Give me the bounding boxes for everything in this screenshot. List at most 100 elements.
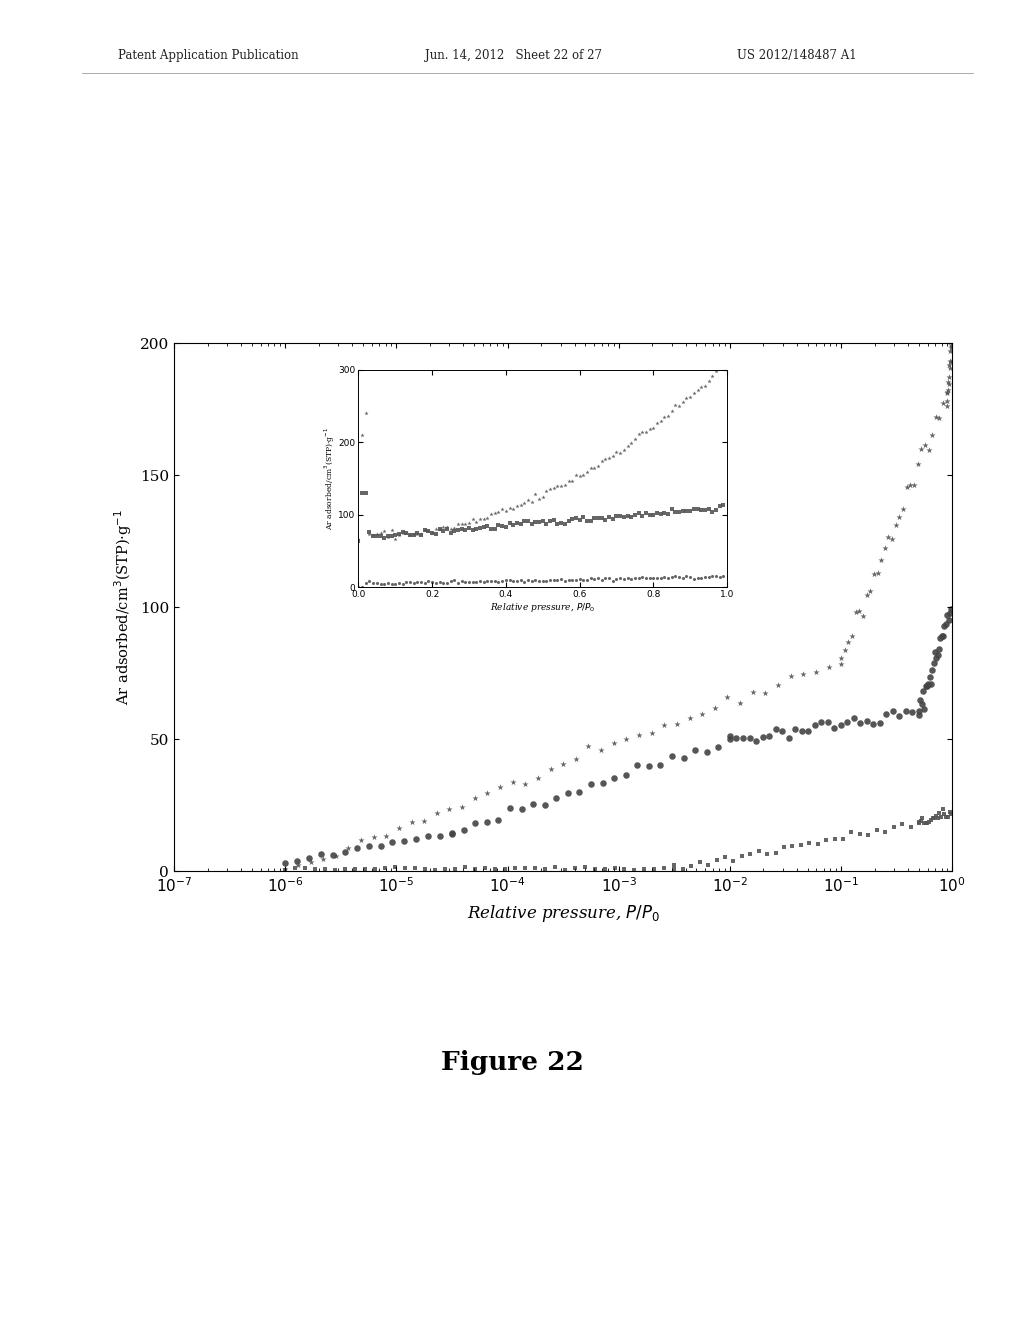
Point — [715, 565, 731, 586]
Point — [376, 574, 392, 595]
Point — [943, 599, 959, 620]
Point — [891, 507, 907, 528]
Point — [442, 570, 459, 591]
Point — [671, 396, 687, 417]
Point — [456, 820, 472, 841]
Point — [403, 812, 420, 833]
Point — [575, 465, 592, 486]
Point — [461, 517, 477, 539]
Point — [483, 519, 500, 540]
Point — [502, 570, 518, 591]
Point — [744, 681, 761, 702]
Point — [641, 504, 657, 525]
Point — [826, 717, 843, 738]
Point — [629, 755, 645, 776]
Point — [548, 788, 564, 809]
Point — [347, 858, 364, 879]
Point — [940, 380, 956, 401]
Point — [612, 506, 629, 527]
Point — [560, 569, 577, 590]
Point — [579, 461, 595, 482]
Point — [530, 512, 547, 533]
Point — [594, 451, 610, 473]
Point — [656, 566, 673, 587]
Point — [494, 515, 510, 536]
Point — [932, 627, 948, 648]
Point — [712, 495, 728, 516]
Point — [428, 517, 444, 539]
Point — [457, 572, 473, 593]
Point — [784, 836, 801, 857]
Point — [443, 822, 460, 843]
Point — [327, 859, 343, 880]
Point — [855, 606, 871, 627]
Point — [942, 351, 958, 372]
Point — [317, 858, 334, 879]
Point — [454, 796, 470, 817]
Point — [373, 523, 389, 544]
Point — [564, 508, 581, 529]
Point — [369, 524, 385, 545]
Point — [583, 568, 599, 589]
Point — [479, 516, 496, 537]
Point — [668, 502, 684, 523]
Point — [638, 503, 654, 524]
Point — [567, 507, 584, 528]
Point — [527, 569, 544, 590]
Point — [682, 387, 698, 408]
Point — [278, 859, 294, 880]
Point — [387, 528, 403, 549]
Point — [369, 573, 385, 594]
Point — [705, 366, 721, 387]
Point — [337, 842, 353, 863]
Point — [450, 573, 466, 594]
Point — [910, 701, 927, 722]
Point — [735, 727, 752, 748]
Point — [410, 524, 426, 545]
Point — [467, 788, 483, 809]
Point — [631, 725, 647, 746]
Point — [826, 828, 843, 849]
Point — [535, 487, 551, 508]
Point — [941, 354, 957, 375]
Point — [770, 675, 786, 696]
Point — [583, 511, 599, 532]
Point — [369, 525, 385, 546]
Point — [467, 813, 483, 834]
Point — [472, 570, 488, 591]
Point — [512, 569, 528, 590]
Point — [380, 573, 396, 594]
Point — [774, 719, 791, 741]
Point — [678, 566, 694, 587]
Point — [494, 499, 510, 520]
Point — [505, 515, 521, 536]
Point — [468, 572, 484, 593]
Point — [894, 813, 910, 834]
Point — [442, 523, 459, 544]
Point — [361, 570, 378, 591]
Point — [678, 388, 694, 409]
Point — [427, 859, 443, 880]
Point — [537, 795, 553, 816]
Point — [759, 843, 775, 865]
Point — [909, 454, 926, 475]
Point — [667, 855, 683, 876]
Point — [497, 859, 513, 880]
Point — [748, 731, 764, 752]
Point — [461, 512, 477, 533]
Point — [575, 507, 592, 528]
Point — [424, 523, 440, 544]
Point — [432, 826, 449, 847]
Point — [590, 568, 606, 589]
Point — [939, 381, 955, 403]
Point — [505, 570, 521, 591]
Point — [940, 807, 956, 828]
Point — [641, 418, 657, 440]
Point — [807, 714, 823, 735]
Point — [479, 570, 496, 591]
Point — [846, 708, 862, 729]
Point — [656, 858, 673, 879]
Point — [555, 754, 571, 775]
Point — [354, 482, 371, 503]
Point — [556, 859, 572, 880]
